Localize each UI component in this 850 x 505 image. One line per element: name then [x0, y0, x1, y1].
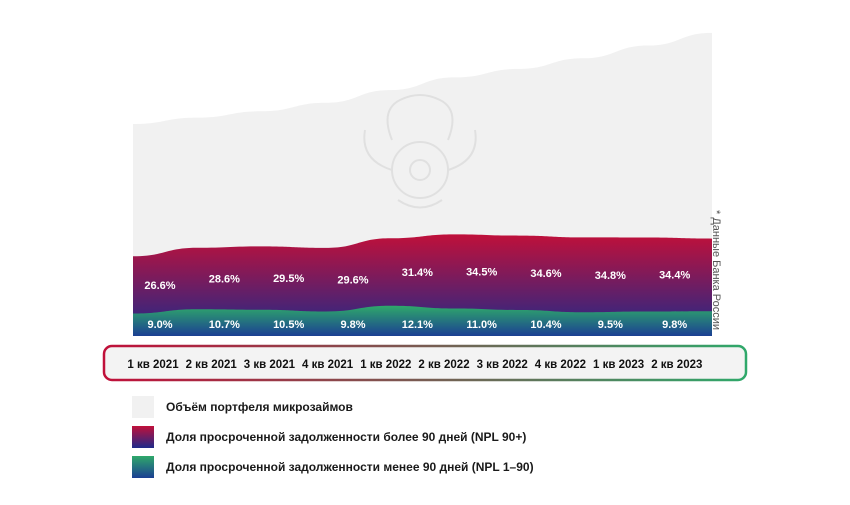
x-tick-label: 4 кв 2021 — [302, 359, 354, 371]
x-tick-label: 2 кв 2023 — [651, 359, 702, 371]
legend-item-npl190: Доля просроченной задолженности менее 90… — [132, 455, 534, 479]
legend-item-portfolio: Объём портфеля микрозаймов — [132, 395, 534, 419]
data-label-npl90: 34.4% — [659, 270, 690, 282]
data-label-npl90: 33.8% — [723, 270, 754, 282]
data-label-npl90: 34.5% — [466, 266, 497, 278]
data-label-npl190: 9.8% — [340, 319, 365, 331]
data-label-npl90: 31.4% — [402, 267, 433, 279]
legend-swatch-npl90 — [132, 426, 154, 448]
x-tick-label: 2 кв 2021 — [186, 359, 238, 371]
legend-swatch-npl190 — [132, 456, 154, 478]
data-label-npl190: 10.4% — [530, 319, 561, 331]
data-label-npl190: 11.0% — [466, 319, 497, 331]
category-tick-labels: 1 кв 2021 2 кв 2021 3 кв 2021 4 кв 2021 1 кв… — [127, 359, 702, 371]
x-tick-label: 4 кв 2022 — [535, 359, 586, 371]
x-tick-label: 1 кв 2023 — [593, 359, 644, 371]
data-label-npl190: 12.1% — [402, 319, 433, 331]
x-tick-label: 3 кв 2022 — [477, 359, 528, 371]
data-label-npl90: 29.6% — [337, 275, 368, 287]
data-label-npl190: 10.5% — [273, 319, 304, 331]
source-note: * Данные Банка России — [710, 210, 742, 340]
area-npl190 — [133, 305, 712, 336]
category-axis-box — [102, 344, 748, 382]
x-tick-label: 3 кв 2021 — [244, 359, 296, 371]
data-label-npl90: 34.8% — [595, 270, 626, 282]
chart-areas — [133, 32, 712, 337]
legend-swatch-portfolio — [132, 396, 154, 418]
legend: Объём портфеля микрозаймов Доля просроче… — [132, 395, 534, 485]
data-labels: 26.6% 9.0% 28.6% 10.7% 29.5% 10.5% 29.6% 9.8% 31… — [144, 266, 754, 331]
legend-label-npl190: Доля просроченной задолженности менее 90… — [166, 460, 534, 474]
data-label-npl190: 9.8% — [662, 319, 687, 331]
legend-label-portfolio: Объём портфеля микрозаймов — [166, 400, 353, 414]
data-label-npl190: 9.5% — [598, 319, 623, 331]
emblem-watermark — [363, 94, 477, 209]
legend-item-npl90: Доля просроченной задолженности более 90… — [132, 425, 534, 449]
data-label-npl190: 10.7% — [209, 319, 240, 331]
data-label-npl90: 29.5% — [273, 273, 304, 285]
data-label-npl90: 34.6% — [530, 268, 561, 280]
data-label-npl90: 26.6% — [144, 280, 175, 292]
x-tick-label: 2 кв 2022 — [418, 359, 469, 371]
x-tick-label: 1 кв 2021 — [127, 359, 179, 371]
legend-label-npl90: Доля просроченной задолженности более 90… — [166, 430, 527, 444]
data-label-npl190: 9.9% — [726, 319, 751, 331]
data-label-npl190: 9.0% — [147, 319, 172, 331]
x-tick-label: 1 кв 2022 — [360, 359, 411, 371]
data-label-npl90: 28.6% — [209, 274, 240, 286]
source-note-text: * Данные Банка России — [710, 210, 722, 331]
